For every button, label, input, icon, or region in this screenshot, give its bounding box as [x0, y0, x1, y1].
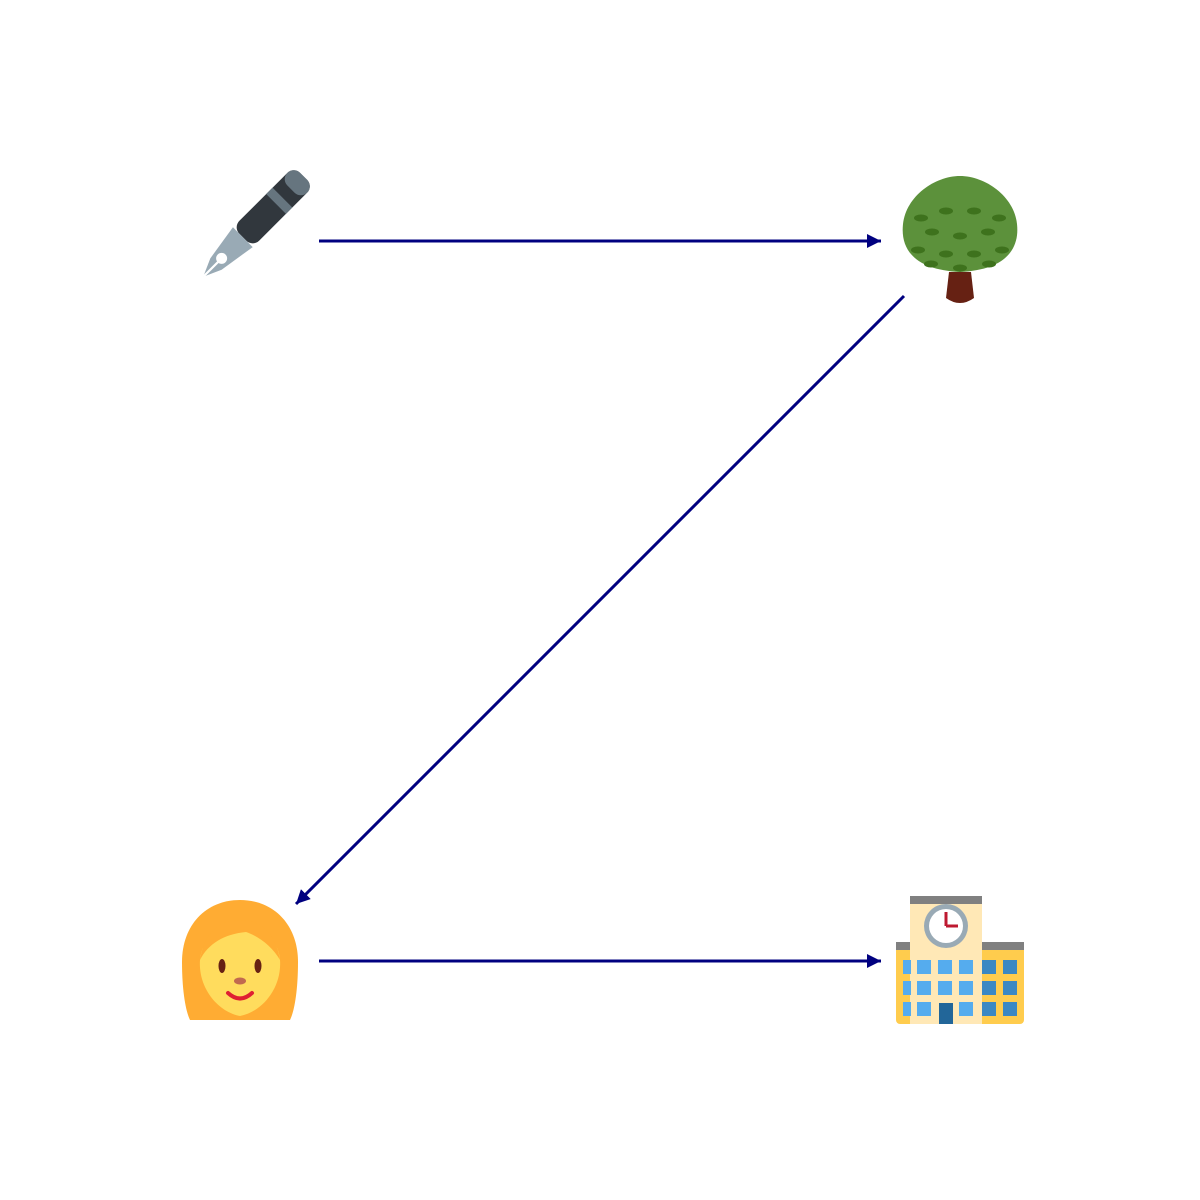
fountain-pen-icon[interactable]: [193, 166, 313, 286]
edges: [294, 234, 906, 968]
woman-icon[interactable]: [182, 900, 298, 1020]
school-building-icon[interactable]: [896, 896, 1024, 1024]
deciduous-tree-icon[interactable]: [902, 176, 1018, 303]
edge-tree-to-woman: [294, 294, 906, 906]
